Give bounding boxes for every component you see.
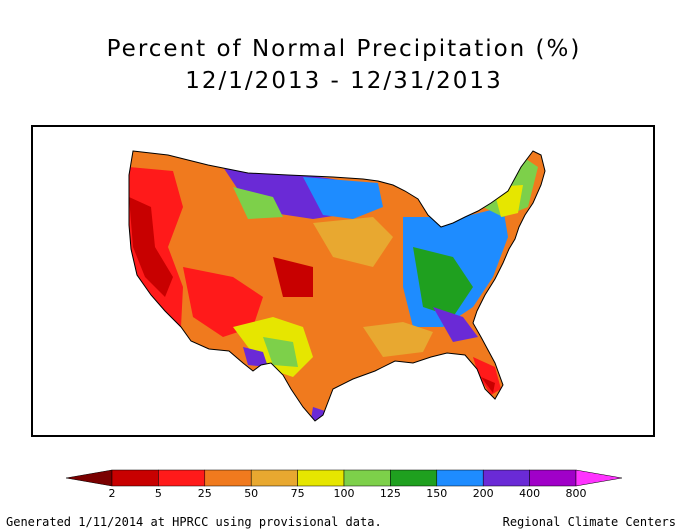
legend-swatch-2 (158, 469, 206, 487)
legend-swatch-below-2 (65, 469, 113, 487)
legend-tick-label: 100 (333, 487, 355, 500)
legend-tick-label: 50 (244, 487, 259, 500)
us-precipitation-map-graphic (128, 150, 546, 422)
map-title: Percent of Normal Precipitation (%) (106, 36, 582, 62)
legend-swatch-9 (482, 469, 530, 487)
legend-swatch-10 (529, 469, 577, 487)
legend-tick-label: 400 (519, 487, 541, 500)
legend-tick-label: 800 (565, 487, 587, 500)
precipitation-map (31, 125, 655, 437)
color-bar (65, 469, 623, 487)
legend-swatch-4 (250, 469, 298, 487)
legend-tick-label: 5 (154, 487, 162, 500)
legend-swatch-5 (297, 469, 345, 487)
color-scale-legend: 2 5 25 50 75 100 125 150 200 400 800 (65, 468, 623, 504)
legend-tick-label: 200 (472, 487, 494, 500)
map-date-range: 12/1/2013 - 12/31/2013 (185, 68, 503, 94)
legend-swatch-6 (343, 469, 391, 487)
legend-tick-label: 2 (108, 487, 116, 500)
legend-swatch-1 (111, 469, 159, 487)
legend-swatch-7 (390, 469, 438, 487)
legend-tick-label: 150 (426, 487, 448, 500)
legend-tick-label: 75 (290, 487, 305, 500)
legend-swatch-3 (204, 469, 252, 487)
source-credit: Regional Climate Centers (502, 515, 676, 529)
legend-swatch-8 (436, 469, 484, 487)
legend-swatch-above-800 (575, 469, 623, 487)
legend-tick-label: 25 (197, 487, 212, 500)
generation-note: Generated 1/11/2014 at HPRCC using provi… (6, 515, 382, 529)
legend-tick-label: 125 (379, 487, 401, 500)
